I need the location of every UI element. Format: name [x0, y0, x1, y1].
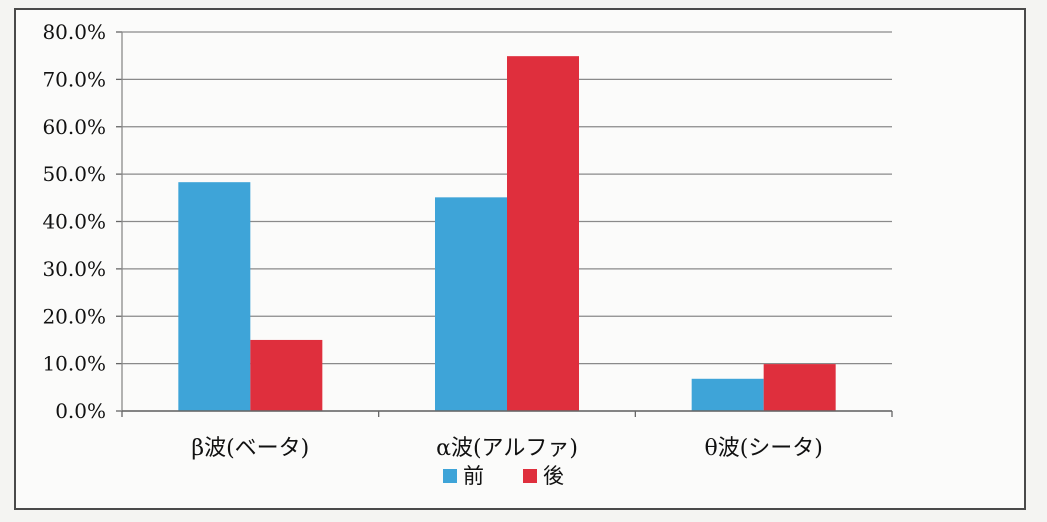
- bar-前-1: [435, 197, 507, 411]
- bar-後-2: [763, 364, 836, 411]
- bar-後-0: [250, 339, 323, 411]
- legend-swatch: [523, 469, 537, 483]
- x-axis-labels: β波(ベータ) α波(アルファ) θ波(シータ): [191, 436, 822, 461]
- y-tick-label: 80.0%: [42, 20, 106, 44]
- legend-swatch: [443, 469, 457, 483]
- bar-前-2: [691, 378, 764, 411]
- x-category-label: α波(アルファ): [436, 436, 578, 461]
- y-tick-label: 40.0%: [42, 210, 106, 234]
- legend-label: 前: [463, 464, 484, 488]
- y-tick-label: 60.0%: [42, 115, 106, 139]
- bars: [178, 56, 836, 411]
- y-tick-label: 0.0%: [55, 399, 106, 423]
- x-category-label: θ波(シータ): [704, 436, 822, 461]
- legend-label: 後: [543, 464, 564, 488]
- x-category-label: β波(ベータ): [191, 436, 309, 461]
- y-tick-label: 10.0%: [42, 352, 106, 376]
- y-axis-ticks: 0.0% 10.0% 20.0% 30.0% 40.0% 50.0% 60.0% 70.0% 8…: [42, 20, 106, 423]
- y-tick-label: 70.0%: [42, 67, 106, 91]
- legend: 前後: [443, 464, 564, 488]
- y-tick-label: 20.0%: [42, 304, 106, 328]
- bar-後-1: [507, 56, 579, 411]
- bar-前-0: [178, 182, 251, 411]
- y-tick-label: 30.0%: [42, 257, 106, 281]
- y-tick-label: 50.0%: [42, 162, 106, 186]
